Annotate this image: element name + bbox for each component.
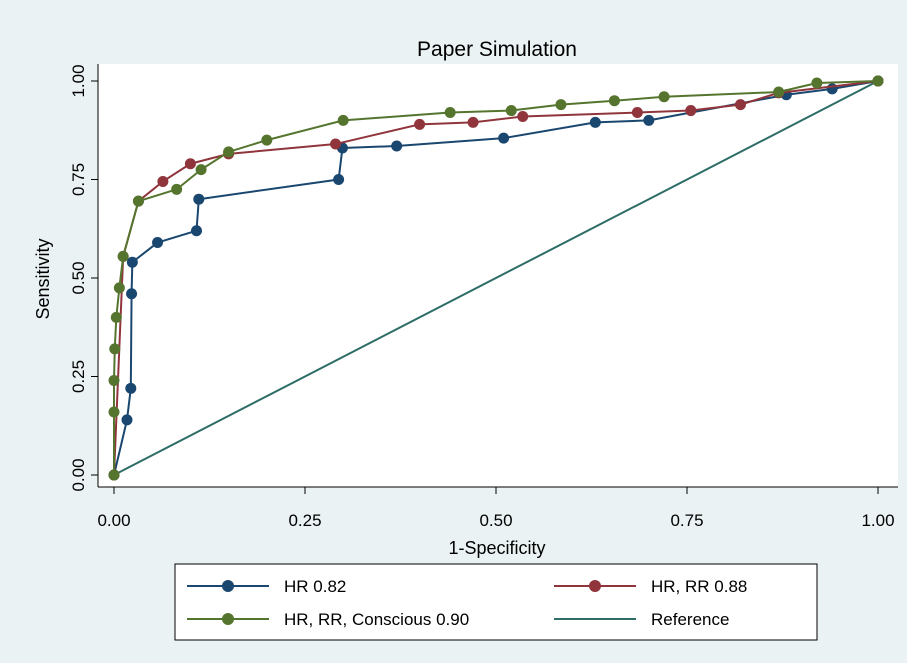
legend-item: HR 0.82 [187, 577, 346, 596]
data-point [734, 99, 746, 111]
data-point [132, 195, 144, 207]
data-point [643, 114, 655, 126]
series-line [113, 80, 879, 476]
data-point [125, 382, 137, 394]
data-point [108, 374, 120, 386]
data-point [872, 75, 884, 87]
legend-item: Reference [554, 610, 729, 629]
data-point [171, 183, 183, 195]
data-point [658, 91, 670, 103]
legend-label: HR, RR 0.88 [651, 577, 747, 596]
data-point [773, 86, 785, 98]
data-point [505, 105, 517, 117]
legend: HR 0.82 HR, RR 0.88 HR, RR, Conscious 0.90… [187, 577, 747, 629]
x-tick-label: 1.00 [861, 511, 894, 530]
data-point [126, 288, 138, 300]
data-point [195, 164, 207, 176]
data-point [333, 174, 345, 185]
y-axis-label: Sensitivity [33, 238, 53, 319]
data-point [685, 105, 697, 117]
data-point [467, 116, 479, 128]
data-point [193, 193, 205, 205]
legend-swatch-marker [589, 580, 601, 592]
data-point [152, 237, 164, 249]
legend-swatch-marker [222, 613, 234, 625]
data-point [555, 99, 567, 111]
data-point [157, 175, 169, 187]
legend-swatch-marker [222, 580, 234, 592]
series-3 [113, 80, 879, 476]
data-point [109, 343, 121, 355]
x-tick-label: 0.75 [670, 511, 703, 530]
data-point [811, 77, 823, 89]
data-point [330, 138, 342, 150]
legend-item: HR, RR, Conscious 0.90 [187, 610, 469, 629]
data-point [121, 414, 133, 426]
data-point [517, 110, 529, 122]
x-axis: 0.00 0.25 0.50 0.75 1.00 [97, 486, 898, 530]
y-tick-label: 0.75 [69, 163, 88, 196]
y-tick-label: 0.50 [69, 261, 88, 294]
y-tick-label: 0.00 [69, 458, 88, 491]
legend-item: HR, RR 0.88 [554, 577, 747, 596]
data-point [337, 114, 349, 126]
data-point [108, 406, 120, 418]
data-point [126, 256, 138, 268]
y-tick-label: 1.00 [69, 64, 88, 97]
data-point [498, 132, 510, 144]
data-point [444, 107, 456, 119]
data-point [113, 282, 125, 294]
y-tick-label: 0.25 [69, 360, 88, 393]
data-point [108, 469, 120, 481]
legend-label: HR 0.82 [284, 577, 346, 596]
data-point [391, 140, 403, 152]
x-axis-label: 1-Specificity [448, 538, 545, 558]
legend-box [174, 563, 818, 641]
chart-title: Paper Simulation [417, 38, 577, 61]
data-point [191, 225, 203, 237]
series-2 [108, 75, 884, 481]
x-tick-label: 0.00 [97, 511, 130, 530]
plot-area [98, 64, 898, 487]
data-point [414, 118, 426, 130]
data-point [631, 107, 643, 119]
legend-label: Reference [651, 610, 729, 629]
x-tick-label: 0.50 [479, 511, 512, 530]
data-point [261, 134, 273, 146]
data-point [184, 158, 196, 170]
data-point [223, 146, 235, 158]
x-tick-label: 0.25 [288, 511, 321, 530]
series-layer [108, 75, 884, 481]
data-point [589, 116, 601, 128]
data-point [608, 95, 620, 107]
data-point [110, 311, 122, 323]
legend-label: HR, RR, Conscious 0.90 [284, 610, 469, 629]
y-axis: 0.00 0.25 0.50 0.75 1.00 [69, 64, 99, 492]
data-point [117, 250, 129, 262]
